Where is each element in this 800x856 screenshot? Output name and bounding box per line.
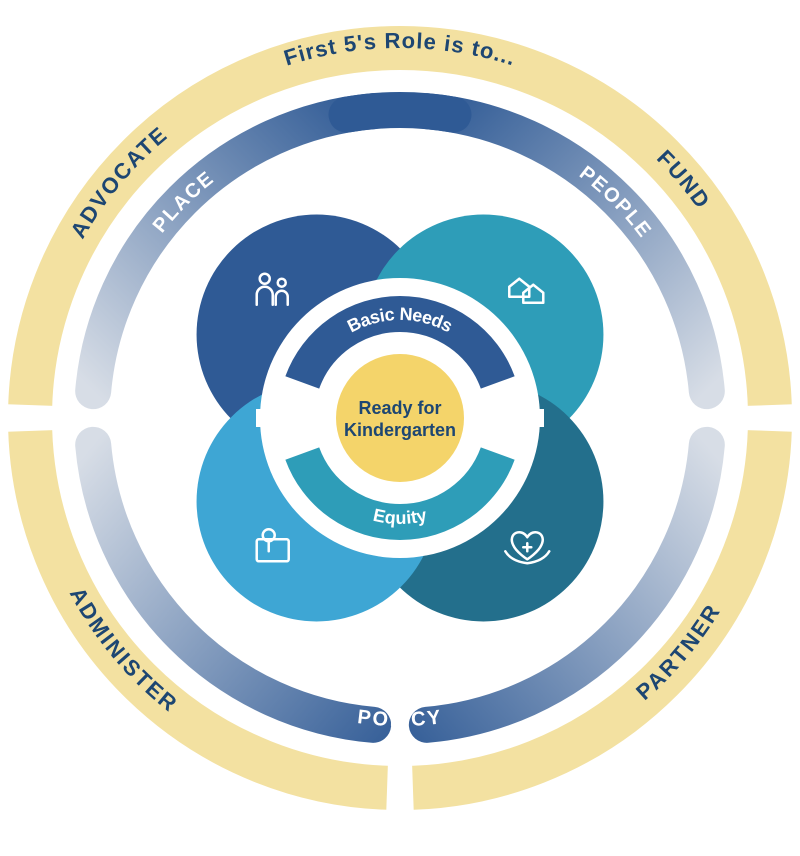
core-circle bbox=[336, 354, 464, 482]
middle-ring-label: POLICY bbox=[356, 706, 443, 731]
hub-bottom-label: Equity bbox=[371, 505, 428, 528]
middle-ring-arc bbox=[347, 110, 454, 115]
